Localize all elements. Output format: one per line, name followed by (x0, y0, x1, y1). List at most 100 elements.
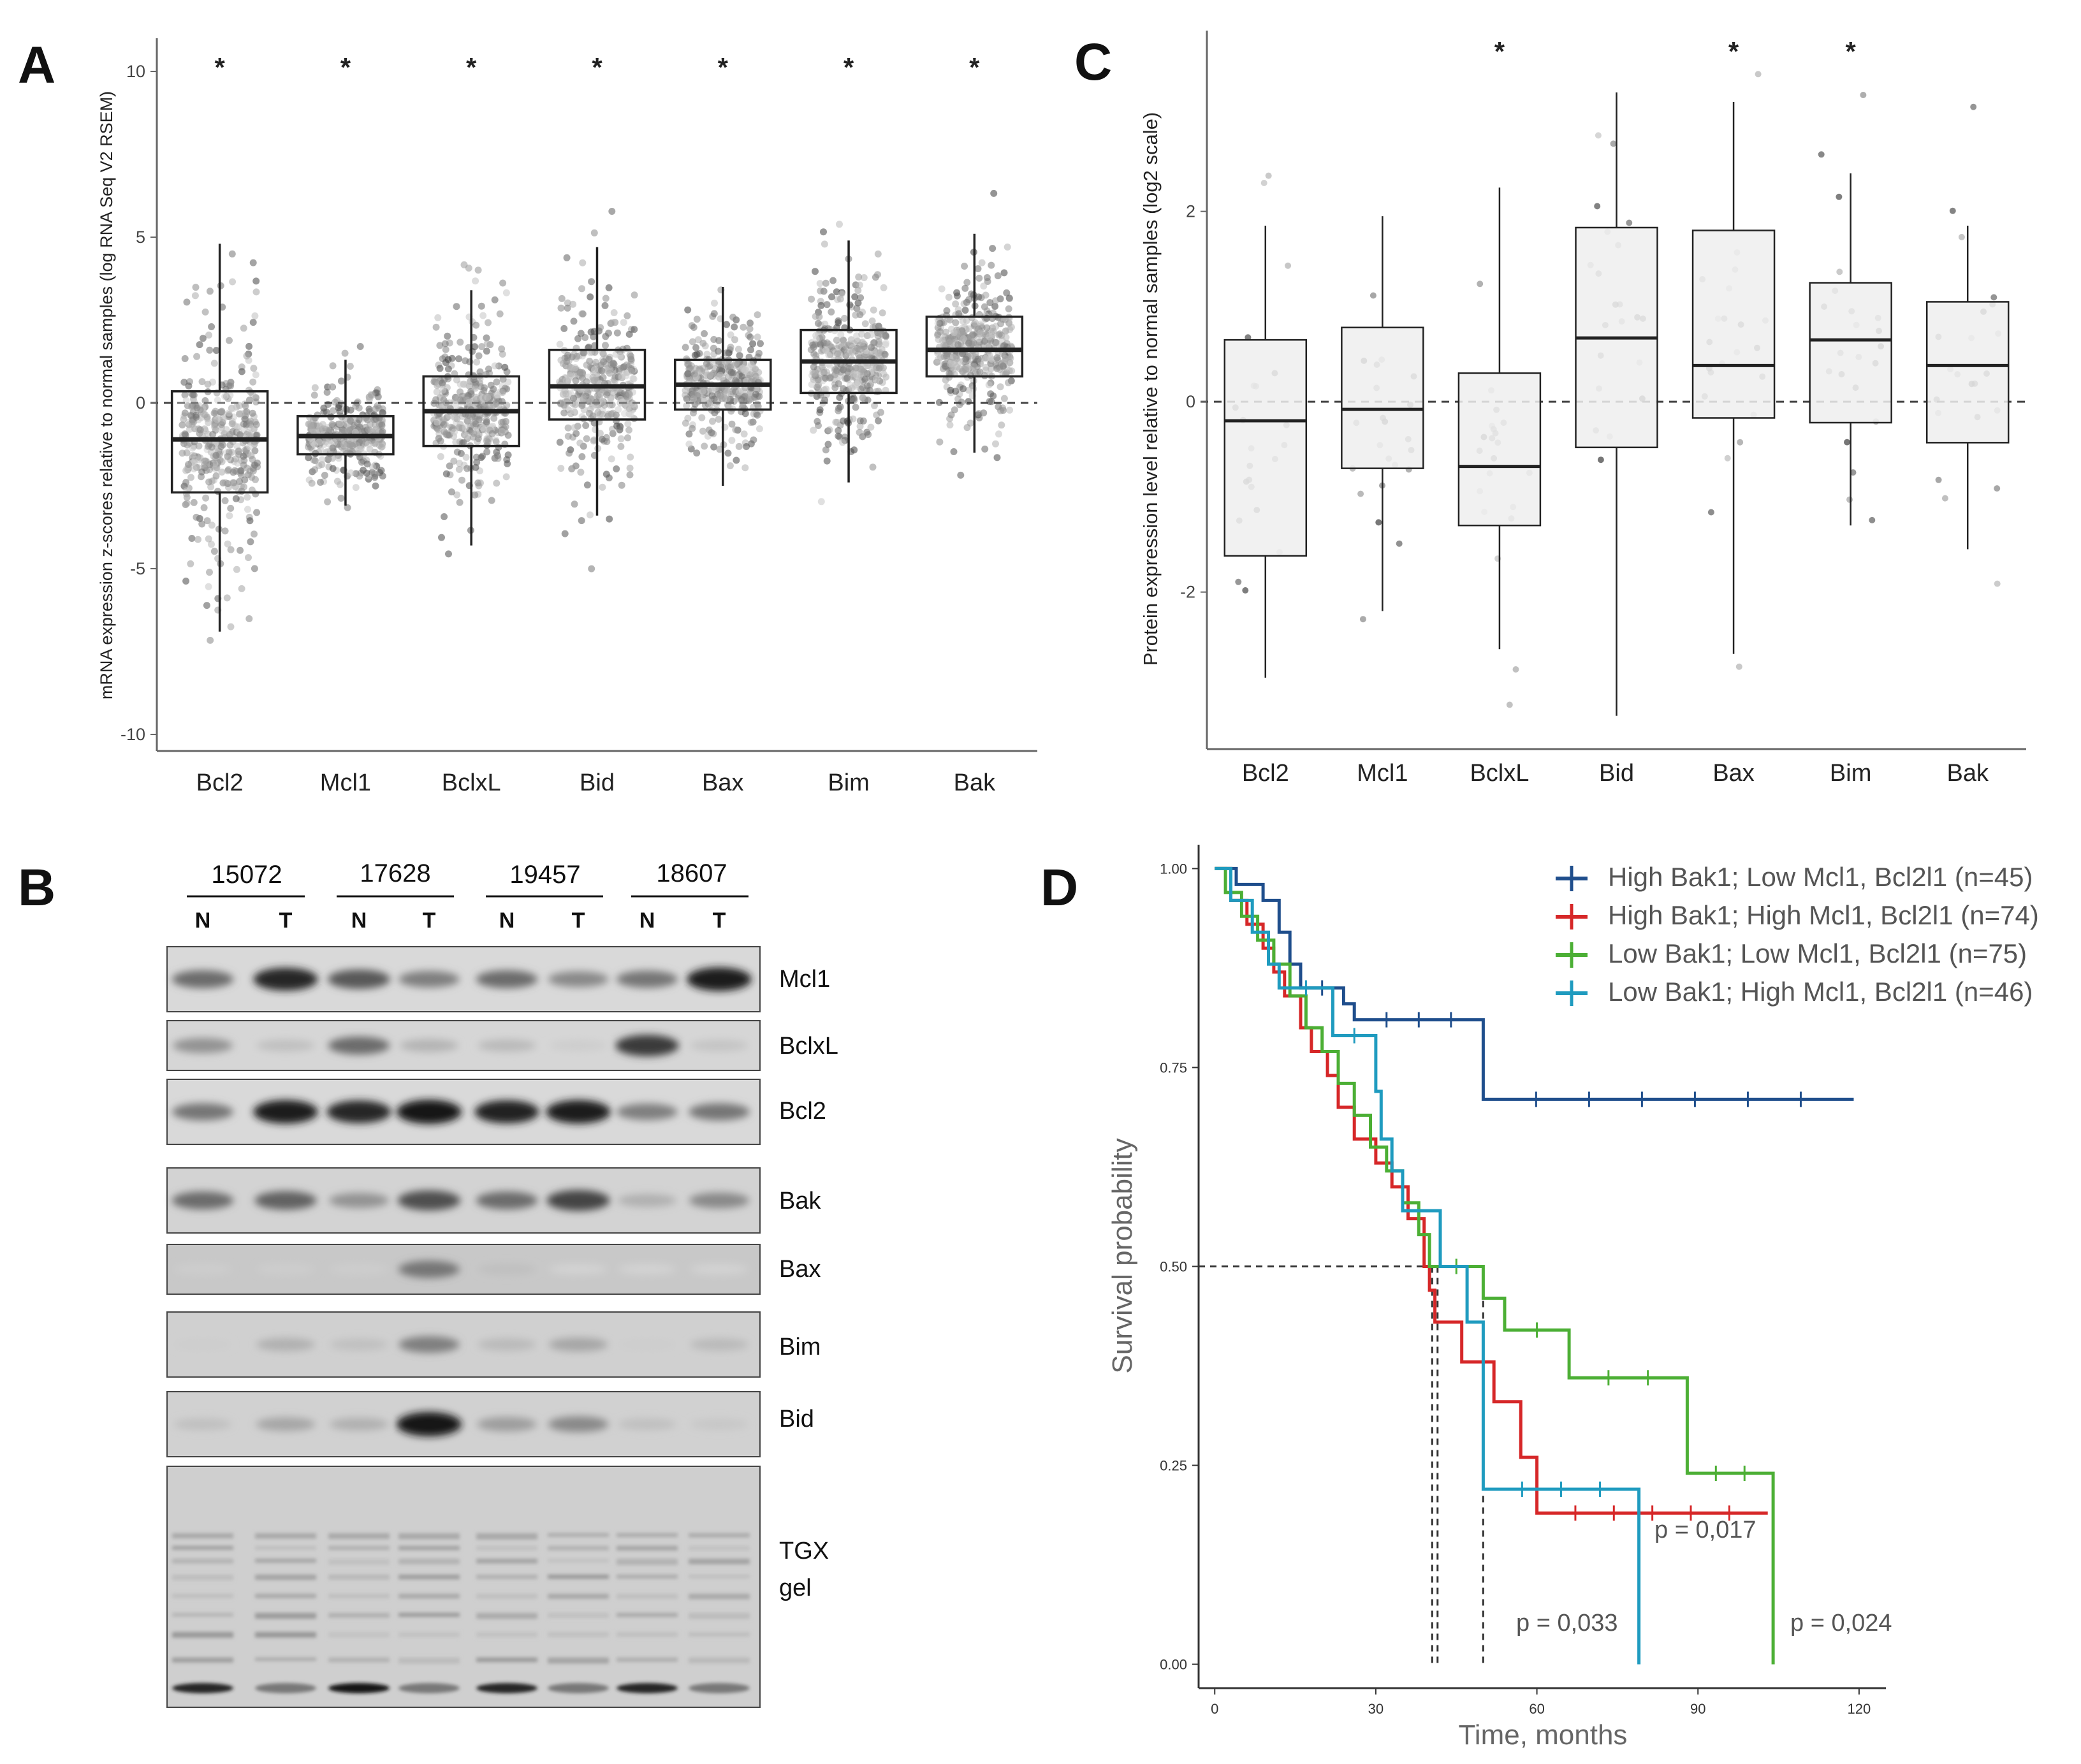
data-point (469, 434, 477, 441)
data-point (997, 383, 1004, 391)
data-point (473, 358, 481, 366)
data-point (597, 324, 604, 332)
data-point (723, 321, 731, 328)
data-point (318, 456, 326, 463)
sample-label-15072: 15072 (211, 861, 282, 889)
data-point (450, 457, 458, 465)
data-point (631, 326, 638, 333)
data-point (836, 295, 844, 303)
data-point (198, 468, 206, 476)
data-point (1594, 203, 1601, 210)
gel-band (255, 1559, 316, 1563)
data-point (752, 390, 760, 398)
gel-band (172, 1546, 233, 1550)
data-point (1245, 334, 1252, 341)
data-point (488, 403, 495, 411)
gel-front-band (617, 1683, 678, 1693)
blot-strip-bcl2: Bcl2 (166, 1079, 826, 1145)
blot-band (618, 1264, 676, 1275)
data-point (182, 578, 190, 585)
gel-band (255, 1533, 316, 1539)
gel-front-band (172, 1683, 233, 1693)
gel-band (476, 1658, 537, 1663)
data-point (179, 421, 186, 429)
data-point (998, 421, 1005, 429)
data-point (1994, 485, 2001, 492)
data-point (490, 386, 497, 393)
data-point (605, 284, 613, 291)
gel-band (172, 1575, 233, 1580)
data-point (226, 391, 234, 399)
data-point (989, 245, 997, 252)
data-point (583, 435, 590, 442)
data-point (227, 504, 235, 512)
gel-band (617, 1546, 678, 1550)
data-point (808, 381, 815, 388)
blot-strips: Mcl1 BclxL Bcl2 Bak Bax Bim Bid (166, 946, 838, 1457)
data-point (870, 339, 877, 347)
data-point (205, 419, 212, 426)
blot-strip-bax: Bax (166, 1244, 821, 1295)
data-point (604, 367, 612, 374)
data-point (462, 453, 470, 461)
data-point (591, 377, 598, 384)
gel-band (255, 1594, 316, 1598)
data-point (560, 409, 568, 417)
data-point (576, 368, 584, 376)
data-point (321, 472, 328, 479)
data-point (987, 365, 995, 373)
data-point (722, 349, 730, 357)
data-point (244, 493, 251, 501)
data-point (602, 342, 609, 349)
data-point (811, 340, 819, 348)
data-point (243, 352, 251, 360)
blot-band (478, 1338, 536, 1351)
data-point (605, 474, 613, 482)
data-point (1626, 219, 1633, 226)
significance-star: * (592, 52, 602, 82)
data-point (246, 443, 254, 451)
data-point (855, 273, 863, 281)
gel-band (328, 1594, 390, 1599)
data-point (879, 309, 886, 317)
data-point (1512, 666, 1519, 673)
data-point (841, 314, 848, 322)
data-point (329, 407, 337, 414)
data-point (754, 411, 761, 419)
blot-band (689, 1192, 750, 1209)
category-label: Bax (702, 769, 743, 796)
data-point (570, 407, 578, 414)
data-point (747, 395, 754, 403)
data-point (594, 409, 602, 416)
data-point (249, 319, 257, 326)
blot-strip-bim: Bim (166, 1311, 821, 1378)
data-point (596, 430, 604, 437)
data-point (441, 513, 448, 520)
gel-band (398, 1575, 460, 1580)
data-point (1396, 540, 1403, 547)
data-point (240, 324, 247, 332)
data-point (499, 279, 507, 287)
data-point (851, 446, 858, 454)
data-point (1935, 476, 1942, 483)
data-point (592, 358, 600, 366)
data-point (456, 388, 464, 396)
data-point (683, 402, 690, 409)
data-point (483, 334, 490, 342)
data-point (597, 390, 604, 397)
data-point (578, 453, 586, 460)
blot-label: BclxL (779, 1033, 838, 1060)
data-point (504, 460, 511, 467)
data-point (455, 465, 463, 473)
data-point (810, 426, 817, 434)
gel-band (689, 1632, 750, 1637)
data-point (212, 472, 220, 480)
box (1809, 282, 1892, 424)
data-point (556, 340, 564, 348)
data-point (831, 384, 839, 391)
data-point (943, 307, 951, 314)
data-point (329, 362, 337, 370)
data-point (224, 466, 232, 474)
data-point (741, 464, 749, 472)
data-point (456, 499, 464, 506)
